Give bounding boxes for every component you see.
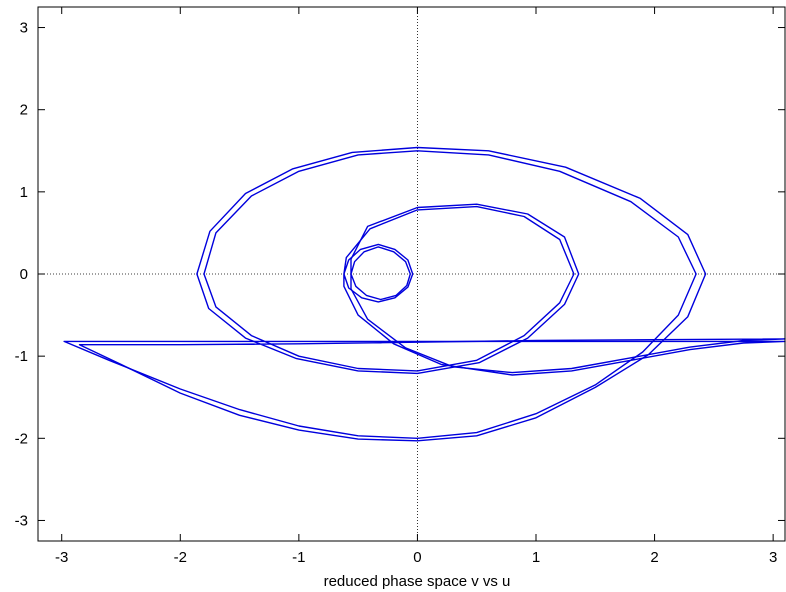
- y-tick-label: 3: [20, 20, 28, 37]
- x-tick-label: 0: [413, 549, 421, 566]
- y-tick-label: 2: [20, 102, 28, 119]
- y-tick-label: 0: [20, 266, 28, 283]
- y-tick-label: -2: [15, 430, 28, 447]
- y-tick-labels: -3 -2 -1 0 1 2 3: [15, 20, 28, 530]
- x-tick-label: -3: [55, 549, 68, 566]
- x-tick-label: -1: [292, 549, 305, 566]
- curves: [63, 146, 786, 442]
- x-tick-label: 1: [532, 549, 540, 566]
- y-tick-label: -3: [15, 512, 28, 529]
- zero-lines: [38, 7, 785, 541]
- x-tick-labels: -3 -2 -1 0 1 2 3: [55, 549, 777, 566]
- y-tick-label: -1: [15, 348, 28, 365]
- x-tick-label: -2: [174, 549, 187, 566]
- x-tick-label: 2: [650, 549, 658, 566]
- plot-frame: [37, 6, 786, 542]
- phase-curve-1: [63, 150, 786, 439]
- phase-curve-2: [78, 146, 786, 442]
- x-tick-label: 3: [769, 549, 777, 566]
- tick-marks: [38, 7, 785, 541]
- x-axis-label: reduced phase space v vs u: [324, 573, 511, 590]
- y-tick-label: 1: [20, 184, 28, 201]
